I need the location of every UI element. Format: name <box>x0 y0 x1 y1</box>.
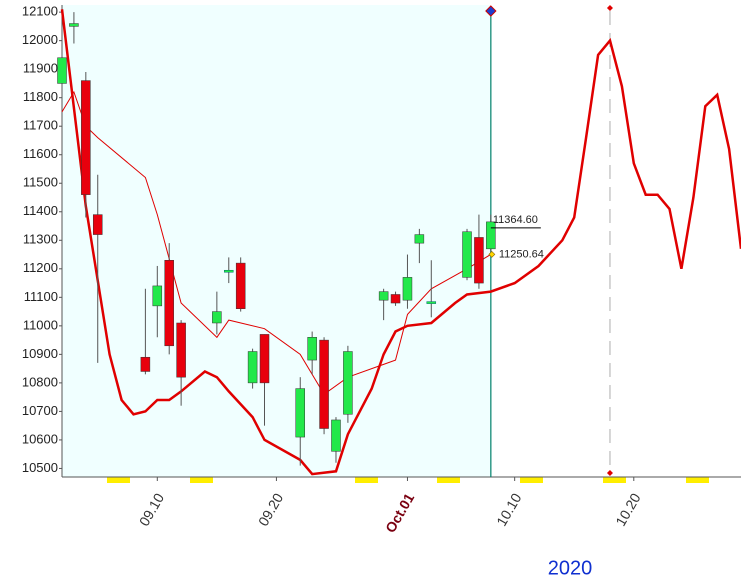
candle-body <box>259 334 270 384</box>
candle-body <box>164 260 174 347</box>
y-tick-label: 10500 <box>22 460 58 475</box>
last-close-label: 11364.60 <box>493 214 538 226</box>
candle-body <box>474 237 484 284</box>
x-tick-label: 10.20 <box>612 490 643 529</box>
candle-body <box>140 356 151 372</box>
forecast-marker <box>606 5 613 11</box>
candle-body <box>462 231 472 278</box>
y-tick-label: 12100 <box>22 4 58 19</box>
y-tick-label: 12000 <box>22 32 58 47</box>
weekend-marker <box>107 477 130 483</box>
x-tick-label: 10.10 <box>493 490 524 529</box>
candle-body <box>152 285 163 307</box>
candle-body <box>378 291 389 301</box>
candle-body <box>486 221 496 250</box>
weekend-marker <box>437 477 460 483</box>
candle-body <box>224 269 234 273</box>
current-date-marker <box>485 5 497 17</box>
y-tick-label: 11200 <box>23 260 58 275</box>
candle-body <box>414 234 425 244</box>
candle-body <box>81 80 91 195</box>
weekend-marker <box>355 477 378 483</box>
y-tick-label: 10800 <box>22 374 58 389</box>
y-tick-label: 11700 <box>23 118 58 133</box>
candle-body <box>426 301 437 304</box>
x-tick-label: 09.10 <box>136 490 167 529</box>
line-end-label: 11250.64 <box>499 248 544 260</box>
year-label: 2020 <box>548 557 593 579</box>
candle-body <box>176 322 186 378</box>
y-tick-label: 10600 <box>22 431 58 446</box>
y-tick-label: 10900 <box>22 346 58 361</box>
y-tick-label: 11900 <box>23 61 58 76</box>
candle-body <box>307 337 317 361</box>
candle-body <box>57 57 67 84</box>
x-tick-label: Oct.01 <box>382 490 417 535</box>
forecast-marker <box>606 470 613 476</box>
candle-body <box>402 277 413 301</box>
y-tick-label: 11800 <box>23 89 58 104</box>
candle-body <box>343 351 353 415</box>
candle-body <box>331 419 341 452</box>
weekend-markers <box>107 477 709 483</box>
weekend-marker <box>190 477 213 483</box>
y-tick-label: 11400 <box>23 203 58 218</box>
candle-body <box>212 311 222 324</box>
candle-body <box>247 351 258 384</box>
y-tick-label: 11100 <box>24 289 58 304</box>
x-tick-label: 09.20 <box>255 490 286 529</box>
candle-body <box>295 388 305 438</box>
y-tick-label: 11300 <box>23 232 58 247</box>
line-end-marker <box>488 250 496 258</box>
candle-body <box>235 262 246 309</box>
weekend-marker <box>686 477 709 483</box>
y-tick-label: 10700 <box>22 403 58 418</box>
weekend-marker <box>603 477 626 483</box>
trend-line <box>61 90 492 396</box>
y-tick-label: 11600 <box>23 146 58 161</box>
trend-line <box>60 9 741 476</box>
candle-body <box>92 214 103 235</box>
candle-body <box>69 23 79 27</box>
y-tick-label: 11000 <box>23 317 58 332</box>
candle-body <box>390 294 401 304</box>
y-tick-label: 11500 <box>23 175 58 190</box>
candle-body <box>319 339 329 429</box>
weekend-marker <box>520 477 543 483</box>
